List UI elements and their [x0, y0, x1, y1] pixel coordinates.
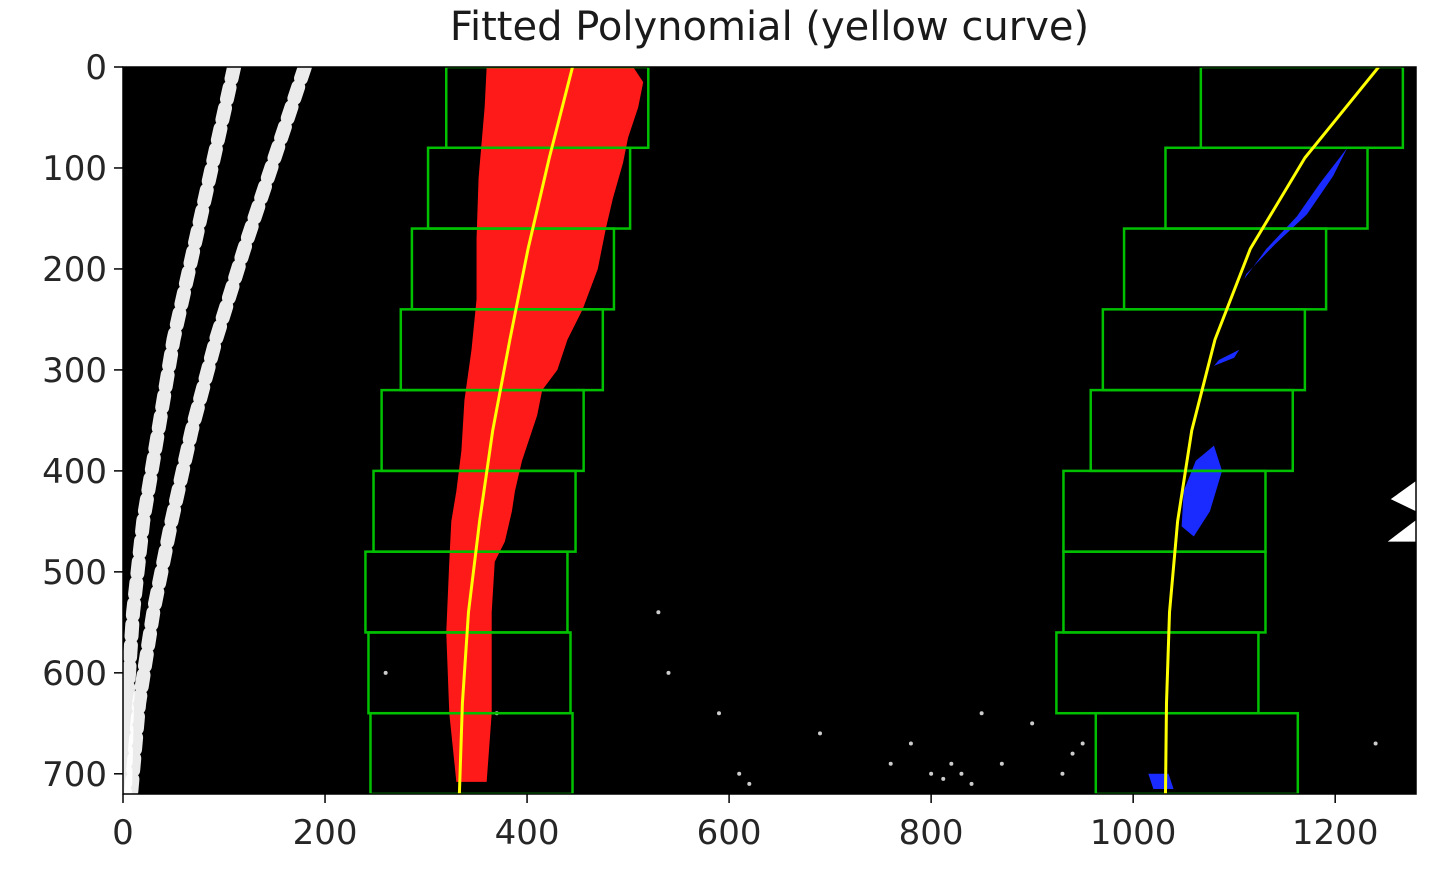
right-lane-pixels-0 — [1244, 147, 1348, 280]
x-tick-label: 0 — [112, 813, 134, 853]
white-speck — [1070, 751, 1075, 756]
white-speck — [908, 741, 913, 746]
right-lane-pixels-2 — [1213, 349, 1240, 366]
white-speck — [383, 670, 388, 675]
white-speck — [747, 781, 752, 786]
left-lane-pixels — [446, 67, 644, 782]
search-window-17 — [1094, 711, 1300, 794]
white-speck — [969, 781, 974, 786]
x-tick-label: 800 — [899, 813, 964, 853]
white-speck — [716, 711, 721, 716]
white-speck — [888, 761, 893, 766]
white-speck — [737, 771, 742, 776]
white-speck — [999, 761, 1004, 766]
x-tick-label: 600 — [697, 813, 762, 853]
white-speck — [1080, 741, 1085, 746]
plot-frame — [122, 66, 1417, 795]
search-window-8 — [369, 711, 574, 794]
y-tick-label: 600 — [42, 654, 107, 694]
white-speck — [929, 771, 934, 776]
fit-curve-1 — [1163, 67, 1380, 794]
chart-title: Fitted Polynomial (yellow curve) — [449, 4, 1090, 50]
white-speck — [941, 776, 946, 781]
y-tick-label: 700 — [42, 755, 107, 795]
white-lane-streak-0 — [123, 67, 242, 794]
white-speck — [979, 711, 984, 716]
white-lane-streak-1 — [124, 67, 312, 794]
white-speck — [1030, 721, 1035, 726]
white-speck — [656, 610, 661, 615]
y-tick-label: 500 — [42, 553, 107, 593]
x-tick-label: 200 — [293, 813, 358, 853]
x-tick-label: 1200 — [1292, 813, 1379, 853]
white-edge-marks — [1387, 480, 1416, 542]
x-tick-label: 1000 — [1090, 813, 1177, 853]
y-tick-label: 300 — [42, 351, 107, 391]
white-speck — [1060, 771, 1065, 776]
white-speck — [1373, 741, 1378, 746]
y-tick-label: 0 — [85, 48, 107, 88]
white-speck — [959, 771, 964, 776]
y-tick-label: 200 — [42, 250, 107, 290]
fit-curve-0 — [457, 67, 574, 794]
right-lane-pixels-3 — [1148, 773, 1174, 789]
white-speck — [818, 731, 823, 736]
y-tick-label: 100 — [42, 149, 107, 189]
right-lane-pixels-1 — [1181, 445, 1223, 537]
y-tick-label: 400 — [42, 452, 107, 492]
white-speck — [666, 670, 671, 675]
white-speck — [949, 761, 954, 766]
x-tick-label: 400 — [495, 813, 560, 853]
plot-background — [123, 67, 1416, 794]
